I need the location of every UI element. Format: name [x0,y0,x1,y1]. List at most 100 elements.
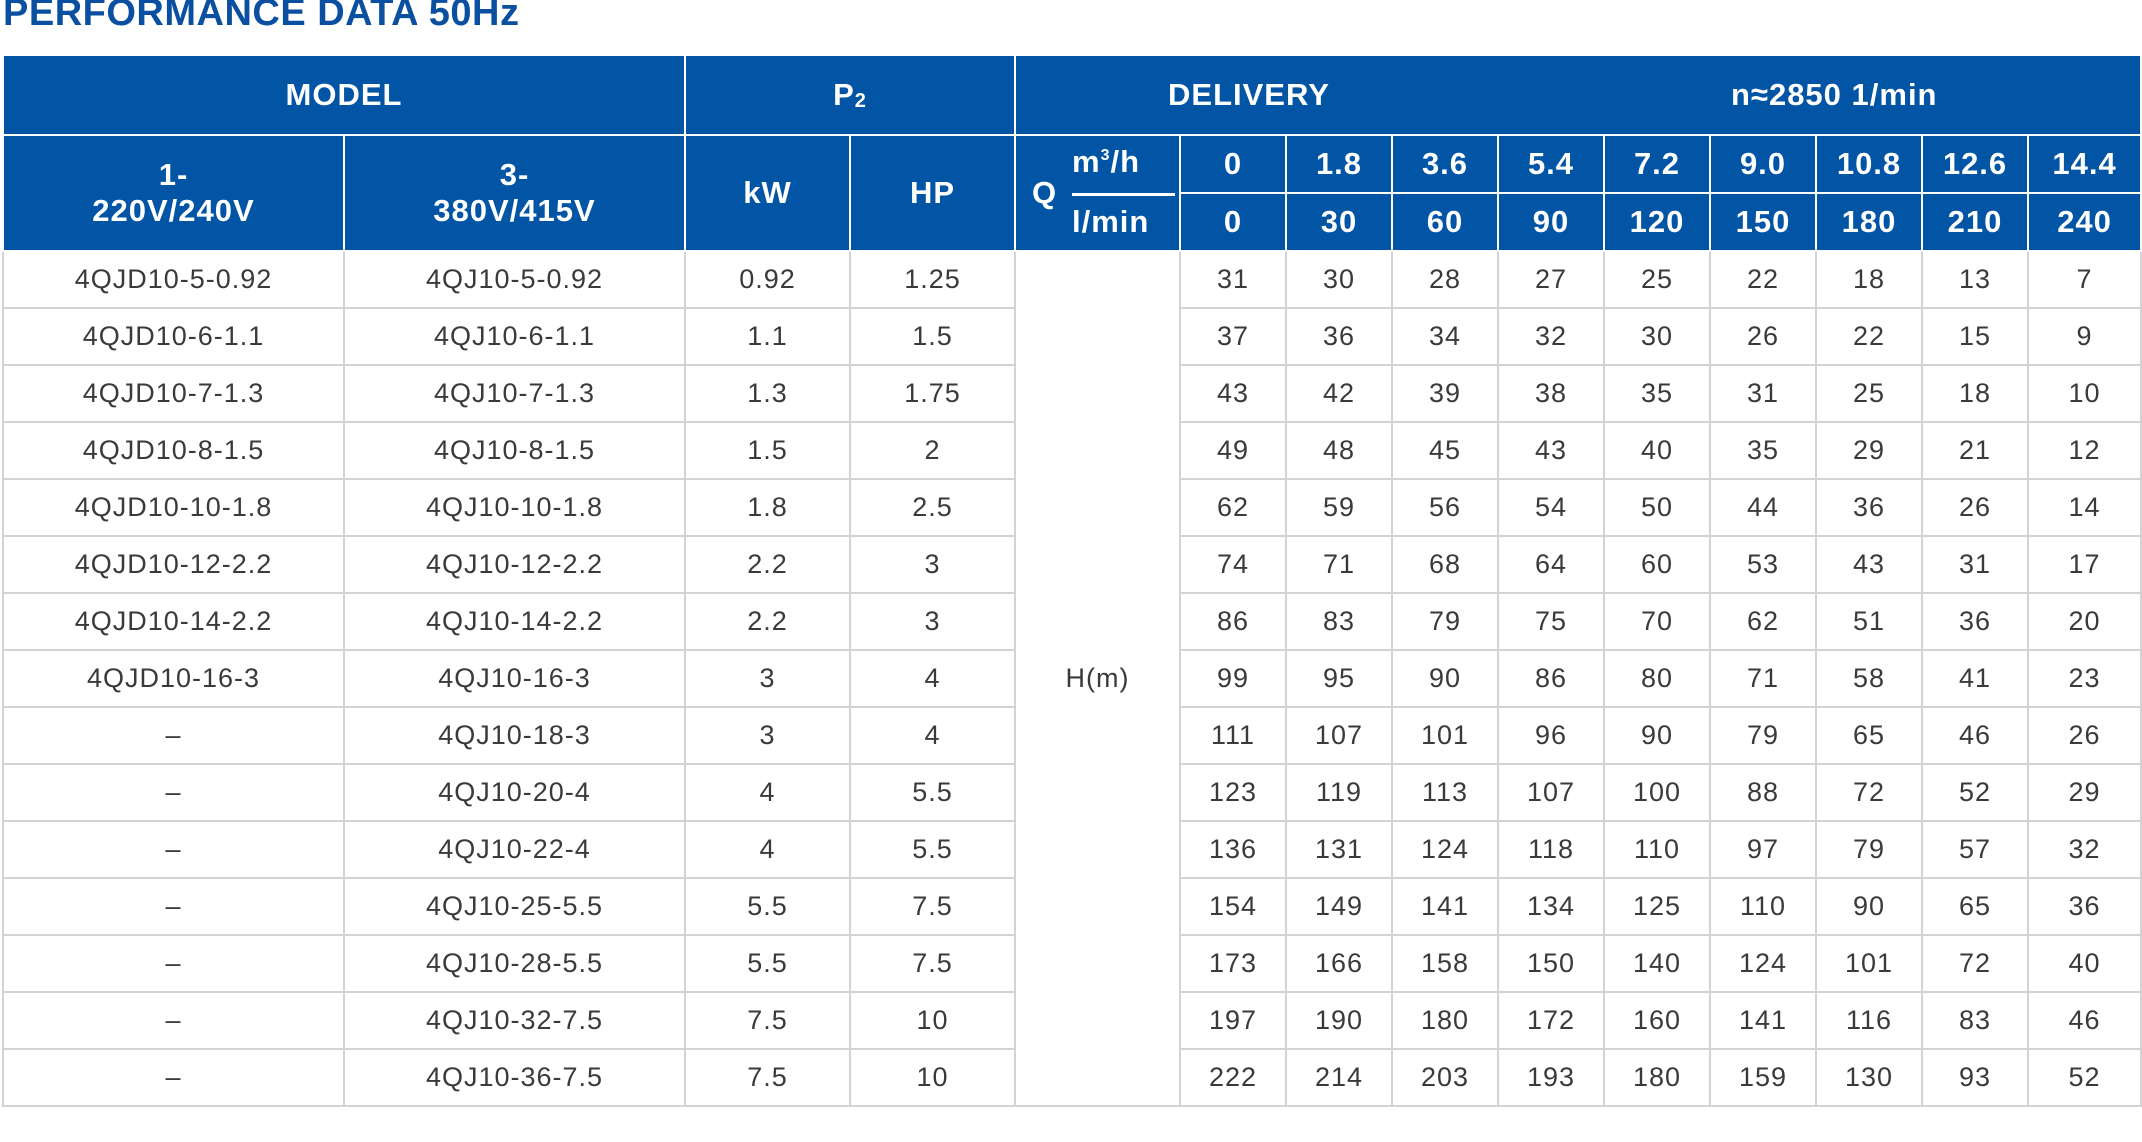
head-value-cell: 130 [1815,1048,1923,1107]
hp-cell: 10 [849,1048,1016,1107]
flow-lmin-cell: 90 [1497,192,1605,252]
kw-cell: 2.2 [684,592,851,651]
head-value-cell: 90 [1603,706,1711,765]
table-row: –4QJ10-25-5.5 5.5 7.5 154 149 141 134 125 110 90 6… [2,877,2142,936]
table-row: –4QJ10-18-3 3 4 111 107 101 96 90 79 65 46 26 [2,706,2142,765]
head-value-cell: 58 [1815,649,1923,708]
head-value-cell: 74 [1179,535,1287,594]
kw-cell: 7.5 [684,991,851,1050]
hp-cell: 5.5 [849,763,1016,822]
three-phase-model-cell: 4QJ10-22-4 [343,820,686,879]
delivery-label: DELIVERY [1168,77,1330,112]
head-value-cell: 75 [1497,592,1605,651]
head-value-cell: 90 [1391,649,1499,708]
head-value-cell: 95 [1285,649,1393,708]
table-row: –4QJ10-28-5.5 5.5 7.5 173 166 158 150 140 124 101… [2,934,2142,993]
head-value-cell: 26 [2026,706,2142,765]
head-value-cell: 72 [1921,934,2029,993]
head-value-cell: 99 [1179,649,1287,708]
head-value-cell: 118 [1497,820,1605,879]
head-value-cell: 131 [1285,820,1393,879]
flow-m3h-cell: 3.6 [1391,134,1499,194]
head-value-cell: 18 [1921,364,2029,423]
hp-cell: 3 [849,535,1016,594]
head-value-cell: 27 [1497,250,1605,309]
head-value-cell: 159 [1709,1048,1817,1107]
head-value-cell: 51 [1815,592,1923,651]
head-value-cell: 42 [1285,364,1393,423]
single-phase-model-cell: – [2,877,345,936]
head-value-cell: 62 [1709,592,1817,651]
head-value-cell: 36 [1921,592,2029,651]
three-phase-model-cell: 4QJ10-32-7.5 [343,991,686,1050]
hp-cell: 7.5 [849,877,1016,936]
head-value-cell: 101 [1815,934,1923,993]
table-row: 4QJD10-6-1.1 4QJ10-6-1.1 1.1 1.5 37 36 34 32 30 2… [2,307,2142,366]
three-phase-model-cell: 4QJ10-18-3 [343,706,686,765]
flow-lmin-cell: 30 [1285,192,1393,252]
head-value-cell: 125 [1603,877,1711,936]
hp-header: HP [849,134,1016,252]
hp-cell: 7.5 [849,934,1016,993]
single-phase-model-cell: 4QJD10-8-1.5 [2,421,345,480]
three-phase-model-cell: 4QJ10-7-1.3 [343,364,686,423]
head-value-cell: 97 [1709,820,1817,879]
head-value-cell: 222 [1179,1048,1287,1107]
q-units-header: Q m3/h l/min [1014,134,1181,252]
head-value-cell: 21 [1921,421,2029,480]
head-value-cell: 62 [1179,478,1287,537]
flow-m3h-cell: 10.8 [1815,134,1923,194]
table-row: –4QJ10-20-4 4 5.5 123 119 113 107 100 88 72 52 29 [2,763,2142,822]
kw-cell: 1.5 [684,421,851,480]
head-value-cell: 18 [1815,250,1923,309]
unit-m3h: m3/h [1072,144,1141,179]
three-phase-model-cell: 4QJ10-36-7.5 [343,1048,686,1107]
flow-lmin-cell: 210 [1921,192,2029,252]
head-value-cell: 214 [1285,1048,1393,1107]
head-value-cell: 123 [1179,763,1287,822]
head-value-cell: 59 [1285,478,1393,537]
head-value-cell: 53 [1709,535,1817,594]
head-value-cell: 180 [1391,991,1499,1050]
head-value-cell: 31 [1709,364,1817,423]
performance-table: MODEL P2 DELIVERY n≈2850 1/min 1- 220V/2… [2,54,2142,1107]
single-phase-model-cell: 4QJD10-10-1.8 [2,478,345,537]
single-phase-header: 1- 220V/240V [2,134,345,252]
kw-cell: 0.92 [684,250,851,309]
hp-cell: 1.5 [849,307,1016,366]
head-label-cell: H(m) [1014,250,1181,1107]
head-value-cell: 93 [1921,1048,2029,1107]
hp-cell: 4 [849,706,1016,765]
hp-cell: 1.75 [849,364,1016,423]
q-letter: Q [1032,175,1058,210]
single-phase-model-cell: 4QJD10-12-2.2 [2,535,345,594]
head-value-cell: 141 [1709,991,1817,1050]
table-row: 4QJD10-16-3 4QJ10-16-3 3 4 99 95 90 86 80 71 58 41 2… [2,649,2142,708]
head-value-cell: 83 [1285,592,1393,651]
single-phase-model-cell: – [2,706,345,765]
single-phase-model-cell: 4QJD10-14-2.2 [2,592,345,651]
head-value-cell: 37 [1179,307,1287,366]
table-row: 4QJD10-5-0.92 4QJ10-5-0.92 0.92 1.25 H(m) 31 3… [2,250,2142,1107]
head-value-cell: 14 [2026,478,2142,537]
head-value-cell: 32 [2026,820,2142,879]
head-value-cell: 134 [1497,877,1605,936]
head-value-cell: 79 [1709,706,1817,765]
flow-m3h-cell: 9.0 [1709,134,1817,194]
head-value-cell: 44 [1709,478,1817,537]
head-value-cell: 110 [1709,877,1817,936]
flow-lmin-cell: 150 [1709,192,1817,252]
three-phase-model-cell: 4QJ10-14-2.2 [343,592,686,651]
flow-lmin-cell: 0 [1179,192,1287,252]
hp-cell: 2 [849,421,1016,480]
flow-m3h-cell: 0 [1179,134,1287,194]
head-value-cell: 20 [2026,592,2142,651]
head-value-cell: 29 [1815,421,1923,480]
head-value-cell: 57 [1921,820,2029,879]
head-value-cell: 154 [1179,877,1287,936]
single-phase-model-cell: – [2,1048,345,1107]
three-phase-model-cell: 4QJ10-6-1.1 [343,307,686,366]
flow-m3h-cell: 1.8 [1285,134,1393,194]
head-value-cell: 90 [1815,877,1923,936]
table-row: 4QJD10-14-2.2 4QJ10-14-2.2 2.2 3 86 83 79 75 70 6… [2,592,2142,651]
